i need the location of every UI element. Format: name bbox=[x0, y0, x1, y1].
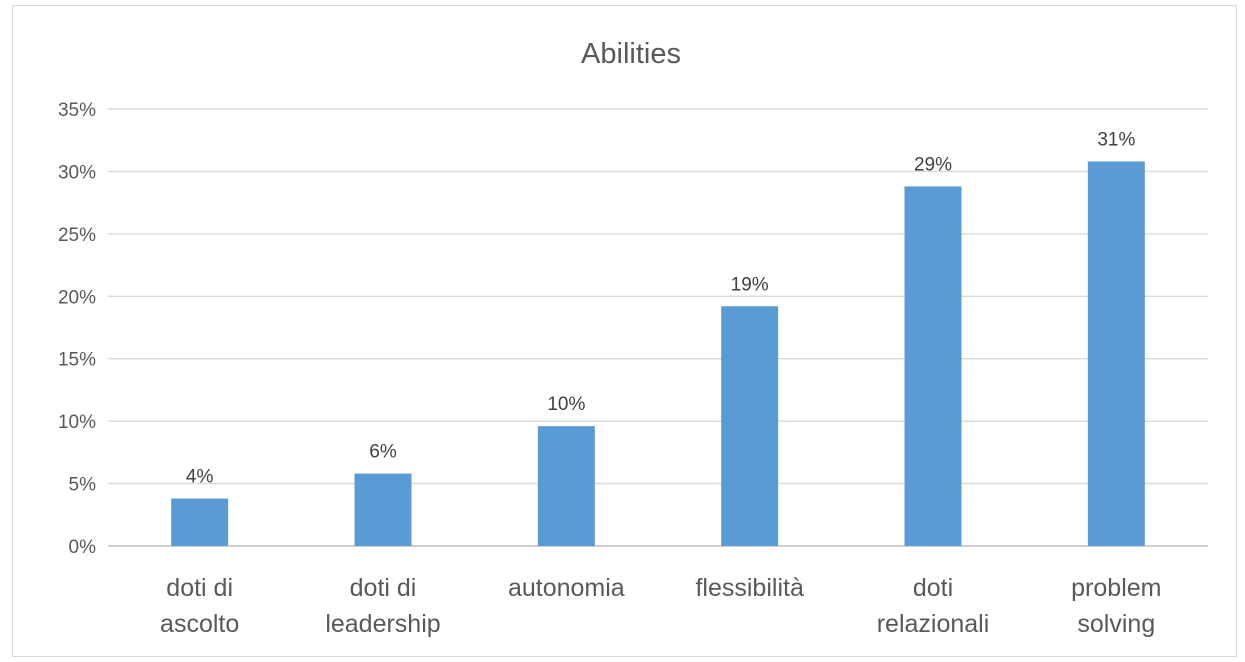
chart-title: Abilities bbox=[581, 38, 681, 70]
chart-frame: Abilities 0% 5% 10% 15% 20% 25% 30% 35% 4% 6% 10%… bbox=[12, 5, 1237, 657]
y-tick-label: 15% bbox=[58, 350, 96, 371]
bar bbox=[904, 186, 962, 546]
y-tick-label: 35% bbox=[58, 100, 96, 121]
x-axis-categories: doti di ascolto doti di leadership autonomia… bbox=[160, 574, 1161, 638]
bar bbox=[721, 306, 779, 546]
data-label: 31% bbox=[1097, 129, 1135, 150]
y-tick-label: 0% bbox=[69, 537, 97, 558]
x-category-label: ascolto bbox=[160, 610, 239, 638]
x-category-label: doti di bbox=[166, 574, 233, 602]
bar bbox=[1087, 161, 1145, 546]
y-tick-label: 25% bbox=[58, 225, 96, 246]
bar-chart: Abilities 0% 5% 10% 15% 20% 25% 30% 35% 4% 6% 10%… bbox=[58, 38, 1208, 638]
x-category-label: autonomia bbox=[508, 574, 625, 602]
data-label: 10% bbox=[547, 394, 585, 415]
bar bbox=[354, 473, 412, 546]
x-category-label: flessibilità bbox=[695, 574, 803, 602]
data-label: 6% bbox=[369, 442, 397, 463]
y-tick-label: 20% bbox=[58, 287, 96, 308]
data-labels: 4% 6% 10% 19% 29% 31% bbox=[186, 129, 1136, 487]
x-category-label: solving bbox=[1077, 610, 1155, 638]
data-label: 4% bbox=[186, 467, 214, 488]
bar bbox=[171, 498, 229, 546]
x-category-label: doti bbox=[913, 574, 953, 602]
x-category-label: relazionali bbox=[877, 610, 990, 638]
gridlines bbox=[108, 108, 1208, 547]
bars bbox=[171, 161, 1145, 546]
y-tick-label: 10% bbox=[58, 412, 96, 433]
y-tick-label: 30% bbox=[58, 162, 96, 183]
x-category-label: leadership bbox=[325, 610, 440, 638]
data-label: 29% bbox=[914, 154, 952, 175]
data-label: 19% bbox=[731, 274, 769, 295]
x-category-label: problem bbox=[1071, 574, 1161, 602]
bar bbox=[537, 426, 595, 546]
y-axis-ticks: 0% 5% 10% 15% 20% 25% 30% 35% bbox=[58, 100, 96, 558]
y-tick-label: 5% bbox=[69, 475, 97, 496]
x-category-label: doti di bbox=[350, 574, 417, 602]
